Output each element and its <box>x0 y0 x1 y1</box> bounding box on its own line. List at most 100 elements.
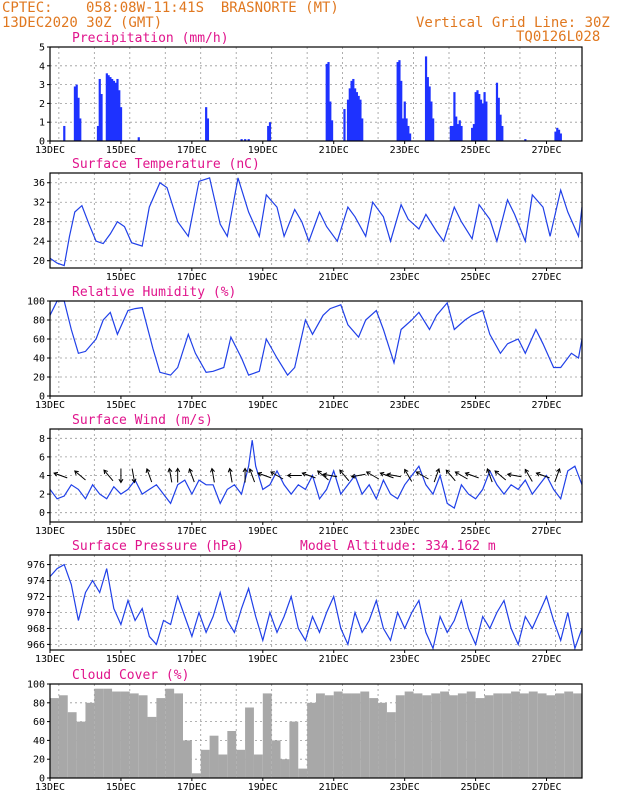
precip-bar <box>460 125 463 141</box>
precip-bar <box>499 114 502 141</box>
precip-bar <box>426 77 429 141</box>
cloud-cover-xtick-label: 15DEC <box>106 782 136 793</box>
wind-arrow-head <box>270 471 275 476</box>
pressure-xtick-label: 19DEC <box>248 654 278 665</box>
wind-arrow <box>380 472 394 479</box>
precip-bar <box>96 125 100 141</box>
wind-arrow <box>131 468 136 483</box>
precip-bar <box>481 103 484 141</box>
precip-bar <box>330 120 334 141</box>
pressure-xtick-label: 17DEC <box>177 654 207 665</box>
pressure-ytick-label: 974 <box>27 576 45 587</box>
precip-bar <box>559 133 562 141</box>
cloud-bar <box>475 698 485 778</box>
wind-ytick-label: 2 <box>39 490 45 501</box>
humidity-ytick-label: 60 <box>33 335 45 346</box>
wind-arrow <box>366 471 380 480</box>
precip-bar <box>403 101 406 141</box>
humidity-title: Relative Humidity (%) <box>72 285 236 300</box>
humidity-series-line <box>49 300 583 377</box>
precip-bar <box>329 101 332 141</box>
wind-arrow <box>189 468 195 483</box>
wind-arrow-head <box>286 473 292 478</box>
precip-bar <box>476 90 479 141</box>
cloud-bar <box>307 702 316 778</box>
precipitation-ytick-label: 5 <box>39 43 45 54</box>
wind-xtick-label: 23DEC <box>390 526 420 537</box>
temperature-ytick-label: 28 <box>33 217 45 228</box>
precip-bar <box>327 62 330 141</box>
wind-arrow <box>486 468 493 483</box>
cloud-bar <box>466 691 476 778</box>
cloud-bar <box>386 712 396 778</box>
header-source: CPTEC: <box>2 0 53 16</box>
pressure-xtick-label: 13DEC <box>35 654 65 665</box>
wind-arrow-head <box>316 470 322 475</box>
wind-arrow <box>317 470 329 481</box>
wind-ytick-label: 0 <box>39 508 45 519</box>
wind-arrow-head <box>379 471 385 477</box>
wind-arrow-head <box>339 469 344 475</box>
humidity-ytick-label: 80 <box>33 316 45 327</box>
precip-bar <box>114 82 117 141</box>
precip-bar <box>268 122 272 141</box>
precipitation-ytick-label: 1 <box>39 118 45 129</box>
pressure-ytick-label: 972 <box>27 592 45 603</box>
temperature-title: Surface Temperature (nC) <box>72 157 260 172</box>
cloud-bar <box>253 754 263 778</box>
humidity-panel: 0 20 40 60 80 100 13DEC 15DEC 17DEC 19DEC 21DEC 23D… <box>27 285 583 411</box>
wind-arrow-head <box>454 471 460 476</box>
precip-bar <box>497 97 500 141</box>
cloud-bar <box>404 691 414 778</box>
wind-ytick-label: 4 <box>39 471 45 482</box>
humidity-xtick-label: 25DEC <box>461 400 491 411</box>
cloud-bar <box>112 691 121 778</box>
cloud-cover-xtick-label: 17DEC <box>177 782 207 793</box>
wind-arrow-head <box>210 467 215 473</box>
cloud-bar <box>280 759 290 778</box>
precip-bar <box>244 139 247 141</box>
cloud-bar <box>174 693 183 778</box>
wind-arrow-head <box>227 467 233 473</box>
cloud-bar <box>431 693 441 778</box>
precip-bar <box>458 120 461 141</box>
temperature-xtick-label: 27DEC <box>531 272 561 283</box>
cloud-cover-xtick-label: 21DEC <box>319 782 349 793</box>
wind-arrow <box>168 468 173 483</box>
cloud-cover-ytick-label: 20 <box>33 755 45 766</box>
cloud-bar <box>422 695 432 778</box>
cloud-cover-xtick-label: 19DEC <box>248 782 278 793</box>
precip-bar <box>100 94 103 141</box>
pressure-xtick-label: 27DEC <box>531 654 561 665</box>
wind-arrow-head <box>242 467 248 473</box>
pressure-ytick-label: 968 <box>27 624 45 635</box>
precip-bar <box>495 82 499 141</box>
precip-bar <box>98 78 101 141</box>
precip-bar <box>557 129 561 141</box>
precipitation-ytick-label: 0 <box>39 137 45 148</box>
wind-arrow-head <box>53 471 59 477</box>
precip-bar <box>107 75 110 141</box>
pressure-ytick-label: 970 <box>27 608 45 619</box>
precip-bar <box>556 127 559 141</box>
precip-bar <box>407 125 410 141</box>
precip-bar <box>361 118 364 141</box>
wind-arrow <box>524 469 533 482</box>
precipitation-xtick-label: 13DEC <box>35 145 65 156</box>
precip-bar <box>267 125 270 141</box>
cloud-cover-ytick-label: 60 <box>33 717 45 728</box>
cloud-bar <box>528 691 538 778</box>
precip-bar <box>137 137 140 141</box>
cloud-bar <box>67 712 77 778</box>
cloud-bar <box>129 693 139 778</box>
cloud-cover-xtick-label: 13DEC <box>35 782 65 793</box>
cloud-bar <box>85 702 95 778</box>
precip-bar <box>355 92 358 141</box>
cloud-bar <box>245 707 254 778</box>
cloud-bar <box>519 693 529 778</box>
humidity-ytick-label: 40 <box>33 354 45 365</box>
precip-bar <box>247 139 250 141</box>
humidity-frame <box>49 300 583 397</box>
precip-bar <box>352 78 355 141</box>
precipitation-xtick-label: 23DEC <box>390 145 420 156</box>
